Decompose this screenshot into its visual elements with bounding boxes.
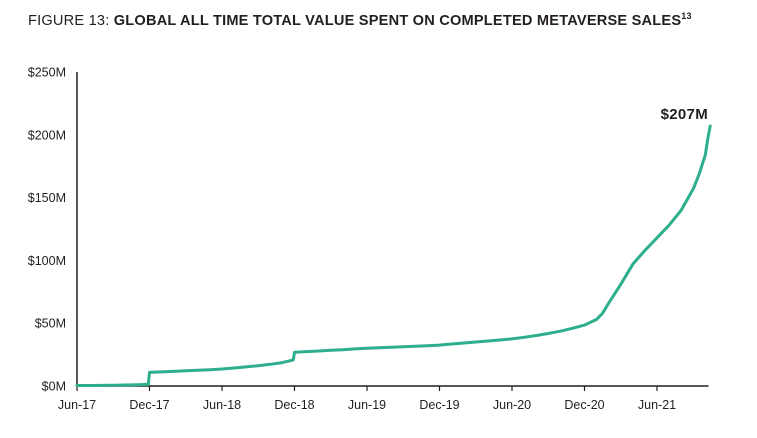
total-value-line	[75, 124, 712, 387]
figure-title: FIGURE 13: GLOBAL ALL TIME TOTAL VALUE S…	[28, 11, 692, 29]
x-tick-label: Jun-20	[493, 398, 531, 412]
x-tick-label: Dec-18	[274, 398, 314, 412]
x-tick-label: Jun-21	[638, 398, 676, 412]
y-tick-label: $0M	[42, 380, 66, 394]
x-tick-label: Jun-17	[58, 398, 96, 412]
y-tick-label: $250M	[28, 66, 66, 80]
y-tick-label: $200M	[28, 128, 66, 142]
figure-title-main: GLOBAL ALL TIME TOTAL VALUE SPENT ON COM…	[113, 13, 682, 29]
figure-title-footnote-ref: 13	[681, 11, 692, 22]
figure-title-prefix: FIGURE 13:	[28, 13, 114, 29]
y-tick-label: $100M	[28, 254, 66, 268]
x-tick-label: Jun-18	[203, 398, 241, 412]
x-tick-label: Dec-19	[419, 398, 459, 412]
end-value-label: $207M	[660, 106, 708, 123]
x-tick-label: Dec-17	[129, 398, 169, 412]
y-tick-label: $50M	[35, 317, 66, 331]
x-tick-label: Dec-20	[564, 398, 604, 412]
y-tick-label: $150M	[28, 191, 66, 205]
x-tick-label: Jun-19	[348, 398, 386, 412]
